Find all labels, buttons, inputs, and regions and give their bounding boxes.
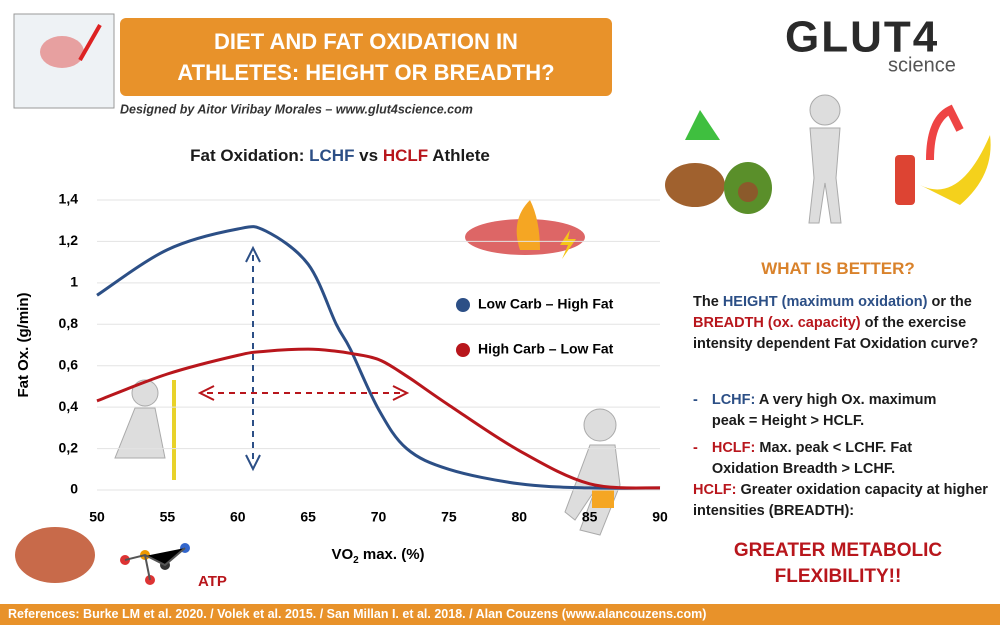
fire-icon <box>516 200 540 250</box>
legend-label: Low Carb – High Fat <box>478 296 614 312</box>
x-tick-label: 90 <box>652 509 668 525</box>
x-label-part: VO <box>331 546 353 563</box>
figure-icon <box>808 127 842 224</box>
headline: GREATER METABOLIC FLEXIBILITY!! <box>693 538 983 590</box>
bottle-icon <box>895 155 915 205</box>
x-tick-label: 65 <box>300 509 316 525</box>
y-tick-label: 1 <box>70 274 78 290</box>
bullets: - LCHF: A very high Ox. maximum peak = He… <box>693 384 993 480</box>
figure-icon <box>131 379 159 407</box>
title-part: LCHF <box>309 146 354 165</box>
bullet-text: Max. peak < LCHF. Fat Oxidation Breadth … <box>711 440 913 477</box>
bullet-label: LCHF: <box>711 392 756 408</box>
x-tick-label: 60 <box>230 509 246 525</box>
y-tick-label: 1,2 <box>59 232 79 248</box>
y-tick-label: 1,4 <box>59 191 79 207</box>
legend-label: High Carb – Low Fat <box>478 341 614 357</box>
y-tick-label: 0,8 <box>59 315 79 331</box>
headline-line: FLEXIBILITY!! <box>774 566 902 587</box>
headline-line: GREATER METABOLIC <box>733 540 943 561</box>
almond-icon <box>665 163 725 207</box>
para-part: BREADTH (ox. capacity) <box>693 315 861 331</box>
x-label-part: max. (%) <box>359 546 425 563</box>
arrow-head <box>197 385 410 401</box>
para-part: The <box>693 294 723 310</box>
credit: Designed by Aitor Viribay Morales – www.… <box>120 102 473 116</box>
chart-title: Fat Oxidation: LCHF vs HCLF Athlete <box>190 146 490 165</box>
x-tick-label: 80 <box>511 509 527 525</box>
figure-icon <box>114 407 166 459</box>
para-part: of the exercise intensity dependent Fat … <box>693 315 979 352</box>
title-part: Athlete <box>428 146 490 165</box>
runner-shorts <box>592 490 614 508</box>
legend-marker <box>456 298 470 312</box>
para-part: or the <box>927 294 972 310</box>
bullet-body: HCLF: Max. peak < LCHF. Fat Oxidation Br… <box>712 438 962 480</box>
bolt-icon <box>560 230 576 259</box>
conclusion: HCLF: Greater oxidation capacity at high… <box>693 480 993 522</box>
bullet: - HCLF: Max. peak < LCHF. Fat Oxidation B… <box>693 438 993 480</box>
y-axis-label: Fat Ox. (g/min) <box>15 292 32 397</box>
x-tick-label: 75 <box>441 509 457 525</box>
bullet: - LCHF: A very high Ox. maximum peak = He… <box>693 390 993 432</box>
y-tick-label: 0 <box>70 481 78 497</box>
title-part: vs <box>354 146 382 165</box>
runner-icon <box>583 408 617 442</box>
header-title: DIET AND FAT OXIDATION IN <box>214 29 518 54</box>
bullet-text: A very high Ox. maximum peak = Height > … <box>711 392 937 429</box>
mitochondria-icon <box>15 527 95 583</box>
molecule-icon <box>120 543 190 585</box>
x-axis-label: VO2 max. (%) <box>331 546 424 566</box>
question-text: WHAT IS BETTER? <box>761 259 915 278</box>
bullet-dash: - <box>693 440 698 456</box>
logo: GLUT4 <box>785 13 939 62</box>
legend-marker <box>456 343 470 357</box>
x-label-part: 2 <box>353 555 359 566</box>
y-tick-label: 0,4 <box>59 398 79 414</box>
para-part: HEIGHT (maximum oxidation) <box>722 294 928 310</box>
paragraph: The HEIGHT (maximum oxidation) or the BR… <box>693 292 993 355</box>
arrow-icon <box>926 104 964 161</box>
x-tick-label: 55 <box>160 509 176 525</box>
banana-icon <box>920 135 991 205</box>
series-line <box>96 347 661 490</box>
canvas: DIET AND FAT OXIDATION IN ATHLETES: HEIG… <box>13 13 991 590</box>
avocado-seed <box>738 182 758 202</box>
figure-icon <box>809 94 841 126</box>
bullet-dash: - <box>693 392 698 408</box>
bullet-label: HCLF: <box>711 440 756 456</box>
question: WHAT IS BETTER? <box>693 258 983 279</box>
recycle-icon <box>685 110 720 140</box>
x-tick-label: 70 <box>371 509 387 525</box>
brain-icon <box>40 36 84 68</box>
bullet-body: LCHF: A very high Ox. maximum peak = Hei… <box>712 390 962 432</box>
y-tick-label: 0,6 <box>59 356 79 372</box>
series-line <box>96 225 661 490</box>
x-tick-label: 85 <box>582 509 598 525</box>
header-box <box>120 18 612 96</box>
x-tick-label: 50 <box>89 509 105 525</box>
header-title: ATHLETES: HEIGHT OR BREADTH? <box>177 60 554 85</box>
conclusion-label: HCLF: <box>693 482 737 498</box>
title-part: HCLF <box>383 146 428 165</box>
title-part: Fat Oxidation: <box>190 146 309 165</box>
arrow-head <box>245 245 261 472</box>
logo-sub: science <box>888 54 956 76</box>
y-tick-label: 0,2 <box>59 439 79 455</box>
plot: 0 0,2 0,4 0,6 0,8 1 1,2 1,4 50 55 60 65 70 75 80 85 90 Lo… <box>59 191 668 525</box>
arrow-icon <box>78 24 102 61</box>
atp-label: ATP <box>198 573 227 590</box>
references: References: Burke LM et al. 2020. / Vole… <box>0 604 1000 625</box>
conclusion-text: Greater oxidation capacity at higher int… <box>693 482 988 519</box>
